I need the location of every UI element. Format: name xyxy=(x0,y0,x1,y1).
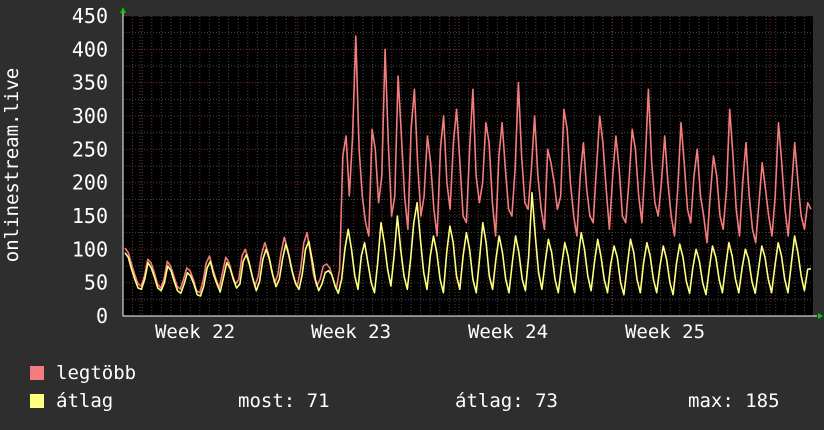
legend-item-atlag: átlag xyxy=(30,390,113,412)
y-tick-label: 400 xyxy=(72,37,108,61)
y-tick-label: 300 xyxy=(72,104,108,128)
y-tick-label: 0 xyxy=(96,304,108,328)
stat-max: max: 185 xyxy=(688,390,780,412)
series-line xyxy=(124,191,812,297)
stat-atlag: átlag: 73 xyxy=(455,390,558,412)
y-axis-arrow xyxy=(120,7,126,13)
x-tick-label: Week 24 xyxy=(468,321,548,343)
y-tick-label: 100 xyxy=(72,237,108,261)
series-lines xyxy=(122,12,817,317)
legend-swatch-legtobb xyxy=(30,366,44,380)
x-axis-arrow xyxy=(818,313,823,319)
y-axis-label: onlinestream.live xyxy=(1,68,23,262)
y-tick-label: 150 xyxy=(72,204,108,228)
grid xyxy=(122,15,813,317)
y-tick-label: 250 xyxy=(72,137,108,161)
x-axis: Week 22 Week 23 Week 24 Week 25 xyxy=(155,321,705,343)
y-tick-label: 50 xyxy=(84,271,108,295)
legend-label-legtobb: legtöbb xyxy=(56,362,137,384)
series-line xyxy=(124,35,812,294)
legend-label-atlag: átlag xyxy=(56,390,114,412)
y-axis: 0 50 100 150 200 250 300 350 400 450 xyxy=(72,4,108,328)
y-tick-label: 450 xyxy=(72,4,108,28)
legend-swatch-atlag xyxy=(30,394,44,408)
stat-most: most: 71 xyxy=(238,390,330,412)
legend-item-legtobb: legtöbb xyxy=(30,362,136,384)
y-tick-label: 350 xyxy=(72,71,108,95)
y-tick-label: 200 xyxy=(72,171,108,195)
x-tick-label: Week 22 xyxy=(155,321,235,343)
x-tick-label: Week 25 xyxy=(625,321,705,343)
x-tick-label: Week 23 xyxy=(311,321,391,343)
axis-arrows xyxy=(120,7,823,319)
